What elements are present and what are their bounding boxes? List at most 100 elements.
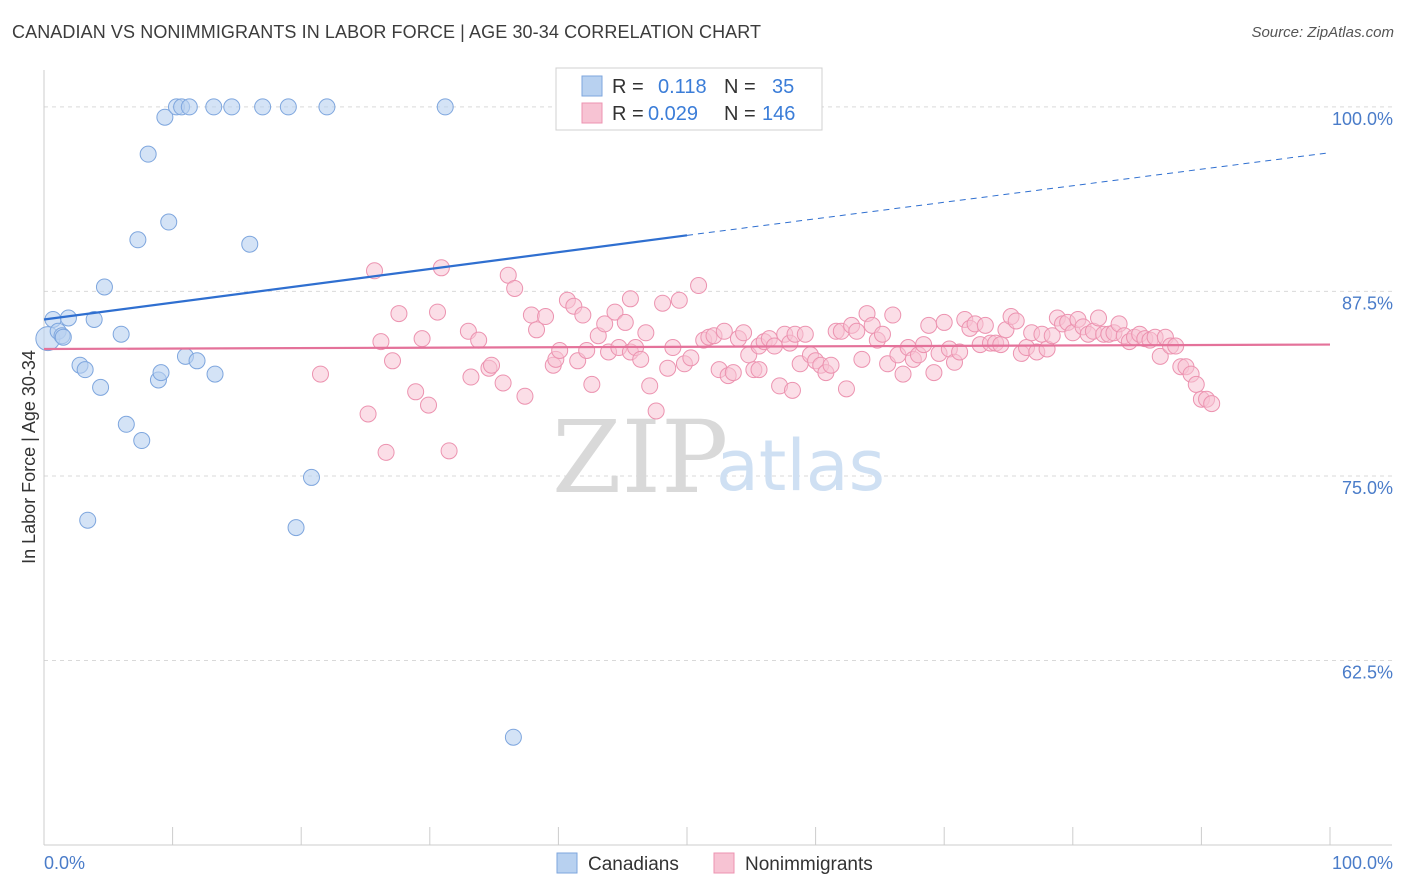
nonimmigrants-point (522, 306, 540, 324)
nonimmigrants-point (715, 322, 733, 340)
nonimmigrants-point (1187, 375, 1205, 393)
nonimmigrants-point (682, 349, 700, 367)
nonimmigrants-point (506, 279, 524, 297)
nonimmigrants-point (407, 383, 425, 401)
nonimmigrants-point (429, 303, 447, 321)
bottom-legend-swatch-canadians (556, 852, 578, 874)
nonimmigrants-point (470, 331, 488, 349)
nonimmigrants-point (516, 387, 534, 405)
nonimmigrants-point (621, 290, 639, 308)
legend-n-value-nonimmigrants: 146 (762, 103, 795, 125)
canadians-point (76, 361, 94, 379)
nonimmigrants-point (632, 350, 650, 368)
canadians-point (318, 98, 336, 116)
bottom-legend: Canadians Nonimmigrants (556, 852, 873, 875)
canadians-point (95, 278, 113, 296)
canadians-point (133, 432, 151, 450)
canadians-points (35, 98, 522, 746)
nonimmigrants-point (641, 377, 659, 395)
nonimmigrants-point (690, 277, 708, 295)
nonimmigrants-point (528, 321, 546, 339)
nonimmigrants-point (848, 322, 866, 340)
nonimmigrants-point (440, 442, 458, 460)
nonimmigrants-point (654, 294, 672, 312)
nonimmigrants-point (537, 308, 555, 326)
canadians-point (287, 519, 305, 537)
legend-r-label-nonimmigrants: R = (612, 103, 644, 125)
canadians-point (79, 511, 97, 529)
canadians-point (188, 352, 206, 370)
canadians-point (160, 213, 178, 231)
nonimmigrants-point (1043, 327, 1061, 345)
canadians-trend-line (43, 234, 688, 321)
canadians-point (117, 415, 135, 433)
nonimmigrants-point (884, 306, 902, 324)
canadians-trend-extension (686, 152, 1331, 236)
nonimmigrants-point (992, 336, 1010, 354)
nonimmigrants-point (359, 405, 377, 423)
nonimmigrants-point (494, 374, 512, 392)
canadians-point (206, 365, 224, 383)
legend-r-value-canadians: 0.118 (658, 76, 707, 98)
y-axis-title: In Labor Force | Age 30-34 (19, 350, 39, 564)
legend-r-label-canadians: R = (612, 76, 644, 98)
x-tick-label: 0.0% (44, 853, 85, 873)
y-tick-label: 62.5% (1342, 662, 1393, 682)
watermark: ZIP atlas (552, 399, 885, 516)
nonimmigrants-point (377, 443, 395, 461)
canadians-point (504, 728, 522, 746)
x-tick-label: 100.0% (1332, 853, 1393, 873)
nonimmigrants-point (551, 341, 569, 359)
nonimmigrants-point (750, 361, 768, 379)
canadians-point (85, 310, 103, 328)
legend-r-value-nonimmigrants: 0.029 (648, 103, 698, 125)
nonimmigrants-point (659, 359, 677, 377)
nonimmigrants-point (951, 343, 969, 361)
y-tick-label: 87.5% (1342, 293, 1393, 313)
y-tick-label: 75.0% (1342, 478, 1393, 498)
canadians-point (54, 328, 72, 346)
canadians-point (156, 108, 174, 126)
nonimmigrants-point (925, 364, 943, 382)
nonimmigrants-point (822, 356, 840, 374)
nonimmigrants-point (1090, 309, 1108, 327)
nonimmigrants-point (596, 315, 614, 333)
chart-title: CANADIAN VS NONIMMIGRANTS IN LABOR FORCE… (12, 22, 762, 42)
nonimmigrants-point (384, 352, 402, 370)
nonimmigrants-trend-line (43, 343, 1331, 351)
nonimmigrants-point (976, 316, 994, 334)
legend-n-value-canadians: 35 (772, 76, 794, 98)
nonimmigrants-point (1007, 312, 1025, 330)
bottom-legend-swatch-nonimmigrants (713, 852, 735, 874)
canadians-point (129, 231, 147, 249)
nonimmigrants-point (574, 306, 592, 324)
legend-n-label-nonimmigrants: N = (724, 103, 756, 125)
canadians-point (279, 98, 297, 116)
top-legend: R = 0.118 N = 35 R = 0.029 N = 146 (555, 67, 823, 131)
canadians-point (223, 98, 241, 116)
nonimmigrants-point (413, 330, 431, 348)
nonimmigrants-point (735, 324, 753, 342)
watermark-zip: ZIP (552, 399, 728, 516)
bottom-legend-label-canadians: Canadians (588, 854, 679, 875)
nonimmigrants-point (783, 381, 801, 399)
nonimmigrants-point (894, 365, 912, 383)
canadians-point (139, 145, 157, 163)
canadians-point (112, 325, 130, 343)
nonimmigrants-point (311, 365, 329, 383)
nonimmigrants-point (670, 291, 688, 309)
watermark-atlas: atlas (716, 425, 885, 507)
canadians-point (92, 378, 110, 396)
bottom-legend-label-nonimmigrants: Nonimmigrants (745, 854, 873, 875)
nonimmigrants-point (1151, 347, 1169, 365)
nonimmigrants-point (483, 356, 501, 374)
nonimmigrants-point (837, 380, 855, 398)
legend-n-label-canadians: N = (724, 76, 756, 98)
nonimmigrants-point (578, 341, 596, 359)
nonimmigrants-point (372, 333, 390, 351)
nonimmigrants-point (853, 350, 871, 368)
y-tick-labels: 62.5% 75.0% 87.5% 100.0% (1332, 109, 1393, 683)
canadians-point (205, 98, 223, 116)
canadians-point (241, 235, 259, 253)
